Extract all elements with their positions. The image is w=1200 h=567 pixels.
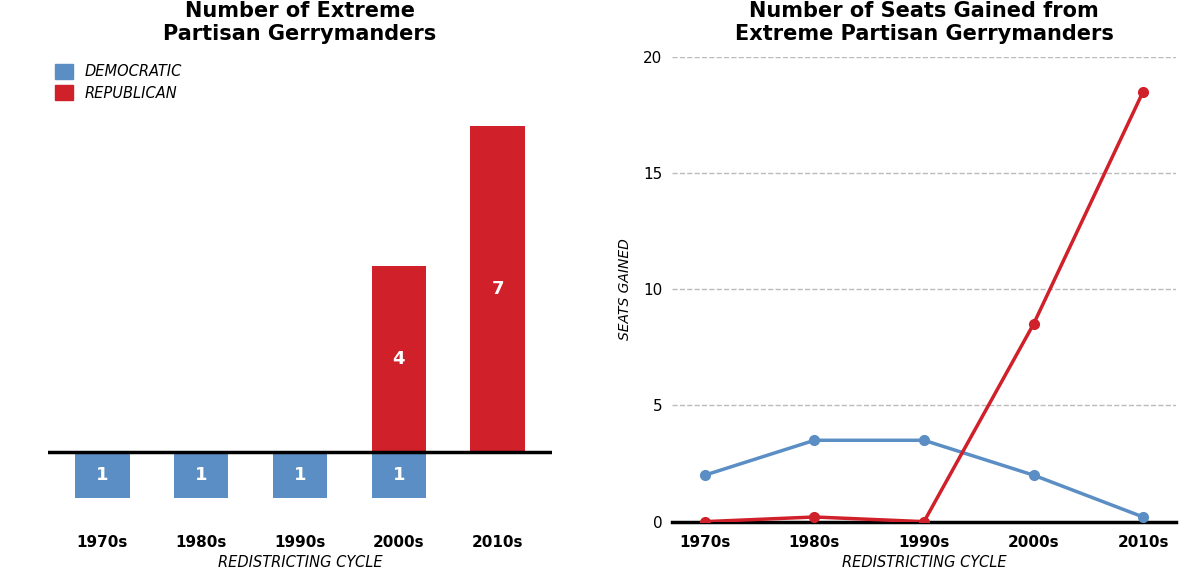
Title: Number of Extreme
Partisan Gerrymanders: Number of Extreme Partisan Gerrymanders: [163, 1, 437, 44]
Text: 1: 1: [294, 466, 306, 484]
Text: 1: 1: [96, 466, 109, 484]
Title: Number of Seats Gained from
Extreme Partisan Gerrymanders: Number of Seats Gained from Extreme Part…: [734, 1, 1114, 44]
Bar: [272, 452, 328, 498]
Text: 4: 4: [392, 350, 406, 368]
Text: 7: 7: [491, 280, 504, 298]
Bar: [174, 452, 228, 498]
Bar: [470, 126, 524, 452]
Bar: [76, 452, 130, 498]
Bar: [372, 266, 426, 452]
Y-axis label: SEATS GAINED: SEATS GAINED: [618, 238, 632, 340]
X-axis label: REDISTRICTING CYCLE: REDISTRICTING CYCLE: [841, 556, 1007, 567]
Legend: DEMOCRATIC, REPUBLICAN: DEMOCRATIC, REPUBLICAN: [55, 64, 182, 100]
Text: 1: 1: [194, 466, 208, 484]
X-axis label: REDISTRICTING CYCLE: REDISTRICTING CYCLE: [217, 556, 383, 567]
Text: 1: 1: [392, 466, 406, 484]
Bar: [372, 452, 426, 498]
